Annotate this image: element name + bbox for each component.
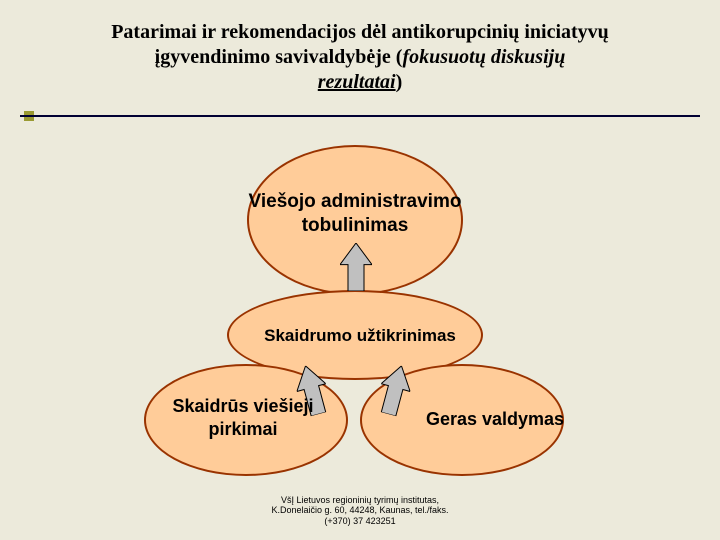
slide: Patarimai ir rekomendacijos dėl antikoru… (0, 0, 720, 540)
footer-line2: K.Donelaičio g. 60, 44248, Kaunas, tel./… (271, 505, 448, 515)
footer-line1: VšĮ Lietuvos regioninių tyrimų instituta… (281, 495, 439, 505)
label-left: Skaidrūs viešiejipirkimai (128, 395, 358, 440)
label-right: Geras valdymas (390, 408, 600, 431)
label-middle: Skaidrumo užtikrinimas (230, 325, 490, 346)
title-close-paren: ) (396, 71, 403, 93)
footer: VšĮ Lietuvos regioninių tyrimų instituta… (0, 495, 720, 526)
slide-title: Patarimai ir rekomendacijos dėl antikoru… (50, 20, 670, 95)
title-divider (20, 115, 700, 117)
title-line2-prefix: įgyvendinimo savivaldybėje ( (155, 46, 403, 68)
title-line1: Patarimai ir rekomendacijos dėl antikoru… (111, 21, 609, 43)
footer-line3: (+370) 37 423251 (324, 516, 395, 526)
label-top: Viešojo administravimotobulinimas (210, 190, 500, 238)
title-line2-italic: fokusuotų diskusijų (402, 46, 565, 68)
arrow-top (340, 243, 372, 291)
title-line3-italic: rezultatai (318, 71, 396, 93)
